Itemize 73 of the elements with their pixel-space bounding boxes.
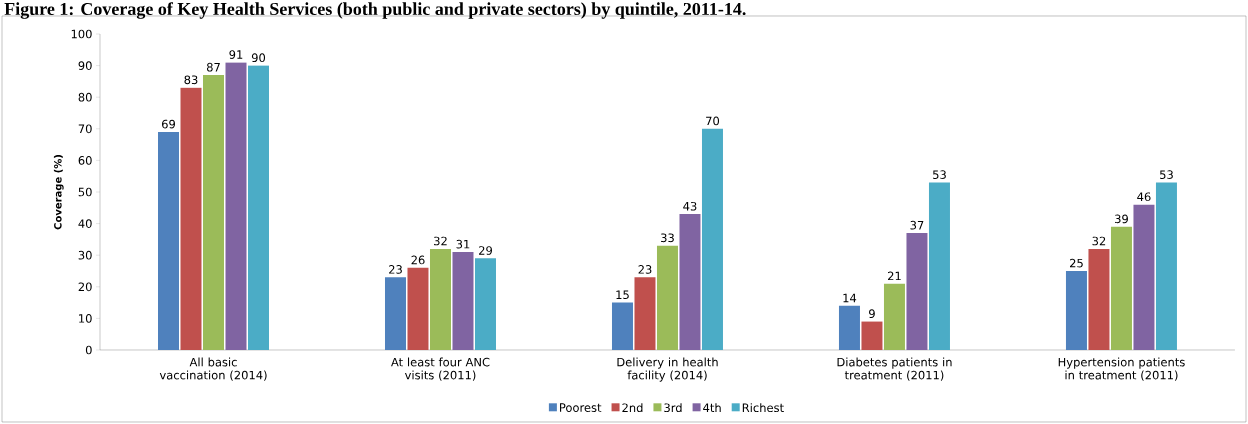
bar xyxy=(429,248,451,350)
data-label: 39 xyxy=(1115,214,1128,224)
legend-label: Richest xyxy=(742,403,784,413)
bar xyxy=(452,252,474,350)
bar xyxy=(225,62,247,350)
bar xyxy=(384,277,406,350)
y-tick-label: 70 xyxy=(78,124,92,134)
x-tick-label: All basic vaccination (2014) xyxy=(159,357,267,381)
legend-label: 3rd xyxy=(664,403,682,413)
bar xyxy=(407,267,429,350)
data-label: 26 xyxy=(411,255,425,265)
data-label: 23 xyxy=(638,265,652,274)
bar xyxy=(883,283,905,350)
legend-label: Poorest xyxy=(560,403,602,412)
data-label: 21 xyxy=(888,271,901,281)
bar xyxy=(656,245,678,350)
x-tick-label: Hypertension patients in treatment (2011) xyxy=(1058,357,1185,381)
bar xyxy=(611,302,633,350)
y-tick-label: 100 xyxy=(71,29,92,39)
data-label: 32 xyxy=(1092,236,1106,246)
data-label: 14 xyxy=(843,293,857,303)
bar xyxy=(1088,248,1110,350)
bar xyxy=(1155,182,1177,350)
bar xyxy=(861,321,883,350)
data-label: 46 xyxy=(1137,192,1151,202)
legend-label: 4th xyxy=(703,403,721,412)
bar xyxy=(838,305,860,350)
data-label: 23 xyxy=(389,265,402,274)
data-label: 70 xyxy=(706,116,720,126)
x-tick-label: Diabetes patients in treatment (2011) xyxy=(837,357,952,381)
data-label: 29 xyxy=(479,246,492,255)
data-label: 91 xyxy=(229,50,243,59)
y-tick-label: 30 xyxy=(78,250,92,260)
bar xyxy=(679,214,701,350)
y-tick-label: 50 xyxy=(78,187,92,197)
bar xyxy=(474,258,496,350)
data-label: 53 xyxy=(933,170,946,179)
bar xyxy=(1110,226,1132,350)
bar xyxy=(928,182,950,350)
data-label: 83 xyxy=(184,75,198,85)
data-label: 37 xyxy=(910,220,924,230)
bar xyxy=(906,233,928,350)
bar xyxy=(634,277,656,350)
bar xyxy=(1133,204,1155,350)
data-label: 15 xyxy=(616,290,629,300)
legend-label: 2nd xyxy=(622,403,643,413)
x-tick-label: At least four ANC visits (2011) xyxy=(391,357,490,381)
data-label: 43 xyxy=(683,201,697,211)
y-tick-label: 60 xyxy=(78,156,92,165)
y-tick-label: 90 xyxy=(78,61,92,70)
data-label: 31 xyxy=(456,239,470,249)
y-tick-label: 80 xyxy=(78,92,92,102)
data-label: 9 xyxy=(869,309,875,319)
bar xyxy=(180,87,202,350)
y-tick-label: 40 xyxy=(78,219,92,228)
bar xyxy=(203,75,224,350)
data-label: 25 xyxy=(1069,258,1083,268)
bar xyxy=(248,65,269,350)
y-tick-label: 10 xyxy=(79,314,92,323)
data-label: 33 xyxy=(661,233,674,243)
bar xyxy=(1065,271,1087,350)
data-label: 87 xyxy=(206,62,220,72)
data-label: 32 xyxy=(434,236,447,246)
y-tick-label: 0 xyxy=(85,345,92,355)
x-tick-label: Delivery in health facility (2014) xyxy=(617,357,718,382)
y-tick-label: 20 xyxy=(78,282,92,292)
bar xyxy=(701,128,723,350)
data-label: 69 xyxy=(161,119,175,129)
data-label: 53 xyxy=(1160,170,1173,179)
bar xyxy=(158,131,179,350)
chart-title: Figure 1: Coverage of Key Health Services (both public and private sectors) by quintile, 2011-14. xyxy=(4,2,746,19)
data-label: 90 xyxy=(251,53,266,63)
y-axis-title: Coverage (%) xyxy=(53,154,64,230)
